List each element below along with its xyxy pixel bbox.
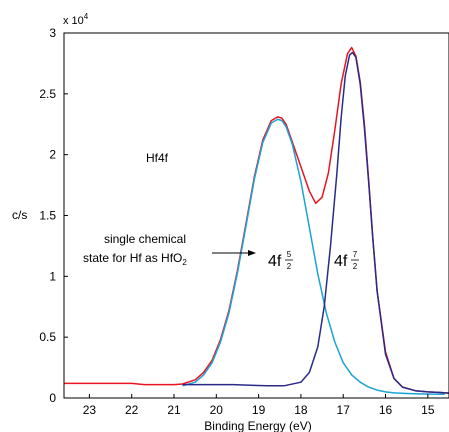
y-axis-label: c/s — [12, 208, 27, 222]
plot-frame — [63, 32, 449, 399]
y-axis-ticks: 0 0.5 1 1.5 2 2.5 3 — [39, 26, 68, 405]
state-annotation-line1: single chemical — [104, 232, 186, 246]
state-annotation-line2: state for Hf as HfO2 — [83, 251, 187, 267]
y-tick-label: 0 — [49, 391, 56, 405]
y-tick-label: 3 — [49, 26, 56, 40]
series-line-4f-5-2 — [182, 118, 445, 395]
series-layer — [64, 46, 449, 395]
svg-text:7: 7 — [353, 250, 358, 259]
peak-label-4f-7-2: 4f 7 2 — [334, 250, 359, 271]
svg-text:2: 2 — [287, 262, 292, 271]
svg-text:4f: 4f — [268, 253, 282, 270]
svg-text:4f: 4f — [334, 253, 348, 270]
x-tick-label: 23 — [83, 403, 97, 417]
series-line-envelope — [64, 46, 449, 394]
x-tick-label: 18 — [294, 403, 308, 417]
x-tick-label: 17 — [337, 403, 351, 417]
species-label: Hf4f — [146, 151, 169, 165]
series-line-4f-7-2 — [182, 51, 449, 394]
peak-label-4f-5-2: 4f 5 2 — [268, 250, 293, 271]
svg-text:5: 5 — [287, 250, 292, 259]
x-tick-label: 20 — [210, 403, 224, 417]
y-tick-label: 2.5 — [39, 87, 56, 101]
y-tick-label: 2 — [49, 148, 56, 162]
y-tick-label: 0.5 — [39, 330, 56, 344]
svg-text:2: 2 — [353, 262, 358, 271]
x-tick-label: 16 — [379, 403, 393, 417]
y-multiplier: x 104 — [63, 12, 89, 27]
annotation-arrow — [212, 250, 256, 256]
y-tick-label: 1.5 — [39, 209, 56, 223]
x-tick-label: 22 — [125, 403, 139, 417]
x-tick-label: 19 — [252, 403, 266, 417]
y-tick-label: 1 — [49, 269, 56, 283]
x-tick-label: 21 — [167, 403, 181, 417]
x-axis-label: Binding Energy (eV) — [204, 419, 311, 432]
x-tick-label: 15 — [421, 403, 435, 417]
x-axis-ticks: 23 22 21 20 19 18 17 16 15 — [83, 394, 435, 417]
